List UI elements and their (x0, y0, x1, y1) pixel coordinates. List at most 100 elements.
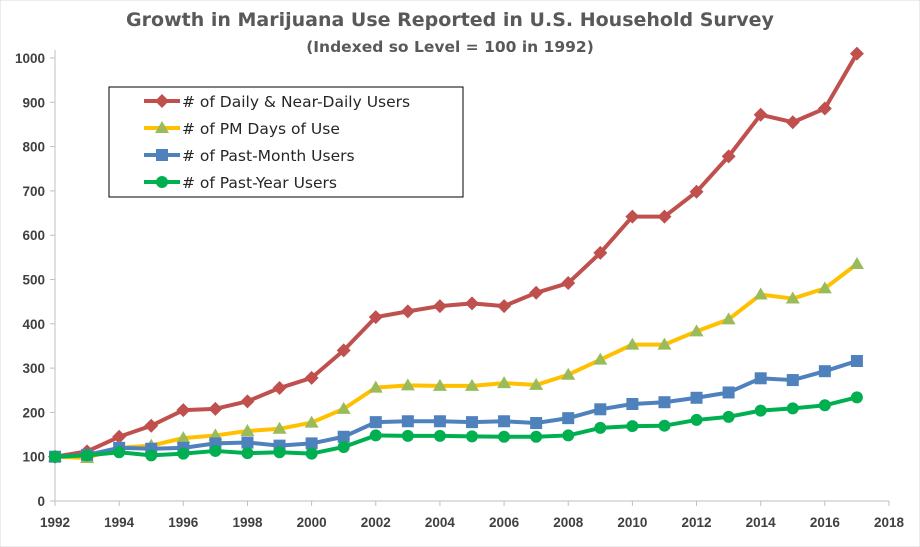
data-point (785, 291, 800, 304)
data-point (305, 437, 318, 450)
data-point (850, 355, 863, 368)
data-point (689, 324, 704, 337)
data-point (529, 377, 544, 390)
data-point (850, 391, 863, 404)
data-point (466, 430, 478, 443)
legend-marker-square (156, 149, 168, 161)
data-point (818, 399, 831, 412)
data-point (304, 370, 319, 385)
data-point (754, 404, 767, 417)
data-point (690, 391, 703, 404)
data-point (561, 367, 576, 380)
data-point (721, 312, 736, 325)
data-point (689, 184, 704, 199)
legend-label-pm-days: # of PM Days of Use (182, 120, 340, 138)
data-point (273, 446, 286, 459)
x-tick-label: 2016 (810, 515, 841, 530)
data-point (658, 419, 671, 432)
y-tick-label: 1000 (15, 51, 45, 66)
legend-item-past-year: # of Past-Year Users (144, 174, 337, 192)
data-point (786, 402, 799, 415)
x-tick-label: 1992 (40, 515, 70, 530)
data-point (562, 412, 575, 425)
y-tick-label: 400 (22, 317, 45, 332)
data-point (753, 287, 768, 300)
legend-marker-circle (156, 176, 168, 188)
data-point (626, 420, 639, 433)
data-point (722, 386, 735, 399)
data-point (594, 421, 607, 434)
data-point (336, 343, 351, 358)
data-point (625, 337, 640, 350)
data-point (369, 429, 382, 442)
data-point (817, 101, 832, 116)
data-point (593, 245, 608, 260)
legend-label-past-month: # of Past-Month Users (182, 147, 355, 165)
data-point (401, 415, 414, 428)
data-point (401, 429, 414, 442)
y-tick-label: 200 (22, 405, 45, 420)
y-tick-label: 100 (22, 450, 45, 465)
data-point (561, 276, 576, 291)
chart-subtitle: (Indexed so Level = 100 in 1992) (306, 38, 594, 56)
data-point (337, 430, 350, 443)
legend-box (108, 86, 464, 198)
y-tick-label: 900 (22, 95, 45, 110)
x-tick-label: 2006 (489, 515, 520, 530)
y-tick-label: 0 (37, 494, 45, 509)
data-point (465, 378, 479, 391)
data-point (786, 374, 799, 387)
data-point (241, 447, 254, 460)
data-point (497, 376, 512, 389)
data-point (722, 410, 735, 423)
data-point (465, 296, 479, 311)
data-point (432, 299, 447, 314)
data-point (336, 401, 351, 414)
legend-marker-diamond (155, 94, 169, 108)
data-point (657, 209, 672, 224)
x-tick-label: 2018 (874, 515, 905, 530)
data-point (400, 378, 415, 391)
y-tick-label: 800 (22, 140, 45, 155)
y-tick-label: 600 (22, 228, 45, 243)
data-point (432, 378, 447, 391)
x-tick-label: 2010 (617, 515, 647, 530)
chart-title: Growth in Marijuana Use Reported in U.S.… (126, 9, 774, 31)
data-point (530, 417, 543, 430)
data-point (625, 209, 640, 224)
data-point (177, 447, 190, 460)
data-point (498, 415, 511, 428)
data-point (240, 424, 255, 437)
data-point (368, 310, 383, 325)
series-3 (49, 391, 863, 463)
data-point (657, 337, 672, 350)
x-tick-label: 2012 (682, 515, 712, 530)
x-tick-label: 2008 (553, 515, 584, 530)
y-tick-label: 700 (22, 184, 45, 199)
data-point (466, 416, 478, 429)
data-point (369, 416, 382, 429)
y-tick-label: 300 (22, 361, 45, 376)
y-tick-label: 500 (22, 273, 45, 288)
data-point (144, 418, 159, 433)
data-point (209, 444, 222, 457)
data-point (849, 46, 864, 61)
series-line (54, 262, 859, 461)
data-point (304, 415, 319, 428)
series-group (48, 46, 864, 464)
data-point (337, 440, 350, 453)
x-tick-label: 1994 (104, 515, 135, 530)
x-tick-label: 1996 (168, 515, 199, 530)
data-point (208, 401, 223, 416)
data-point (818, 365, 831, 378)
data-point (433, 415, 446, 428)
legend-label-past-year: # of Past-Year Users (182, 174, 337, 192)
data-point (817, 281, 832, 294)
data-point (690, 413, 703, 426)
data-point (754, 372, 767, 385)
data-point (49, 450, 61, 463)
data-point (721, 149, 736, 164)
